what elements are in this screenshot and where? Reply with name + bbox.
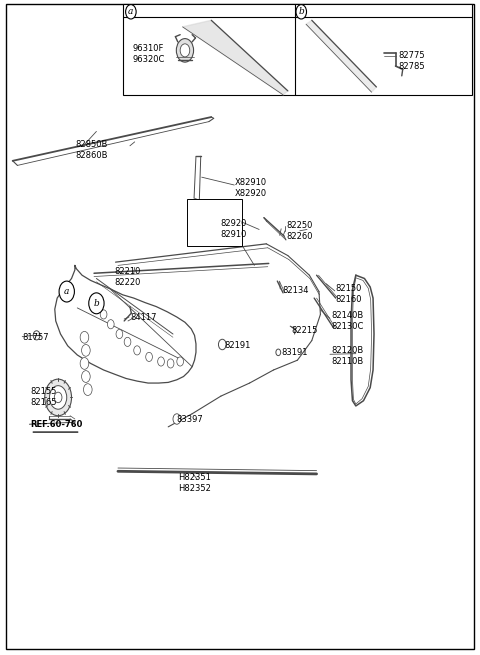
- FancyBboxPatch shape: [187, 198, 242, 246]
- Text: b: b: [94, 299, 99, 308]
- FancyBboxPatch shape: [6, 4, 474, 649]
- Text: 82191: 82191: [225, 341, 251, 350]
- Circle shape: [296, 5, 307, 19]
- Text: 82850B
82860B: 82850B 82860B: [75, 140, 108, 160]
- Circle shape: [80, 358, 89, 369]
- Circle shape: [54, 392, 62, 403]
- Text: 82250
82260: 82250 82260: [286, 221, 312, 242]
- Circle shape: [82, 371, 90, 383]
- Circle shape: [108, 320, 114, 329]
- Text: a: a: [128, 7, 133, 16]
- Text: 82155
82165: 82155 82165: [30, 387, 57, 407]
- Circle shape: [100, 310, 107, 319]
- Text: 82210
82220: 82210 82220: [115, 267, 141, 288]
- Circle shape: [90, 299, 98, 310]
- Text: 82134: 82134: [282, 286, 309, 295]
- Text: 84117: 84117: [130, 313, 156, 322]
- Circle shape: [116, 329, 123, 339]
- Circle shape: [59, 281, 74, 302]
- Circle shape: [177, 357, 183, 366]
- Text: 82775
82785: 82775 82785: [398, 51, 425, 71]
- Circle shape: [33, 331, 40, 340]
- Circle shape: [84, 384, 92, 396]
- Text: a: a: [64, 287, 70, 296]
- Text: 96310F
96320C: 96310F 96320C: [132, 45, 165, 64]
- Text: 81757: 81757: [22, 333, 49, 343]
- Text: H82351
H82352: H82351 H82352: [178, 473, 211, 493]
- Circle shape: [173, 414, 180, 424]
- Circle shape: [49, 386, 67, 409]
- Circle shape: [126, 5, 136, 19]
- Text: 82120B
82110B: 82120B 82110B: [331, 346, 363, 365]
- Text: 82150
82160: 82150 82160: [336, 284, 362, 304]
- Circle shape: [134, 346, 141, 355]
- FancyBboxPatch shape: [123, 4, 472, 96]
- Text: X82910
X82920: X82910 X82920: [235, 178, 267, 198]
- Text: 82215: 82215: [292, 326, 318, 335]
- Text: 83191: 83191: [281, 348, 308, 358]
- Circle shape: [89, 293, 104, 314]
- Circle shape: [176, 39, 193, 62]
- Text: 82920
82910: 82920 82910: [221, 219, 247, 239]
- Circle shape: [45, 379, 72, 416]
- Text: REF.60-760: REF.60-760: [30, 420, 83, 429]
- Circle shape: [82, 345, 90, 356]
- Circle shape: [218, 339, 226, 350]
- Circle shape: [124, 337, 131, 346]
- Circle shape: [80, 331, 89, 343]
- Text: 82140B
82130C: 82140B 82130C: [331, 311, 363, 331]
- Polygon shape: [182, 20, 288, 95]
- Text: 83397: 83397: [177, 415, 204, 424]
- Polygon shape: [306, 20, 376, 92]
- Circle shape: [276, 349, 281, 356]
- Circle shape: [167, 359, 174, 368]
- Circle shape: [180, 44, 190, 57]
- Circle shape: [146, 352, 153, 362]
- Circle shape: [157, 357, 164, 366]
- Text: b: b: [299, 7, 304, 16]
